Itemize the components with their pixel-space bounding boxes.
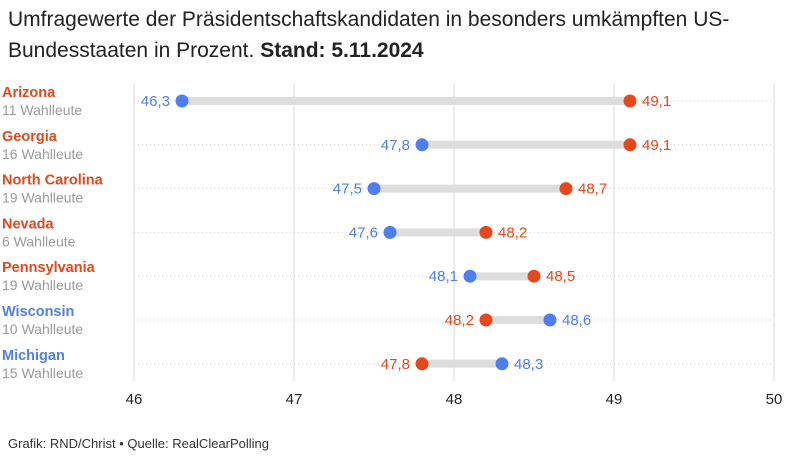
dot-orange — [415, 357, 429, 371]
state-name: North Carolina — [2, 173, 104, 189]
dot-blue — [415, 138, 429, 152]
title-text: Umfragewerte der Präsidentschaftskandida… — [8, 8, 730, 62]
chart-title: Umfragewerte der Präsidentschaftskandida… — [8, 4, 793, 66]
state-name: Pennsylvania — [2, 260, 96, 276]
state-electors: 11 Wahlleute — [2, 102, 82, 118]
dot-orange — [559, 182, 573, 196]
value-label-blue: 46,3 — [141, 93, 170, 110]
value-label-orange: 49,1 — [642, 93, 671, 110]
dot-orange — [527, 269, 541, 283]
footer-credits: Grafik: RND/Christ • Quelle: RealClearPo… — [8, 436, 270, 451]
dot-orange — [623, 138, 637, 152]
value-label-orange: 48,5 — [546, 268, 575, 285]
value-label-blue: 48,6 — [562, 312, 591, 329]
title-stand: Stand: 5.11.2024 — [260, 39, 424, 62]
state-name: Georgia — [2, 129, 58, 145]
value-label-orange: 48,2 — [498, 224, 527, 241]
x-tick-label: 50 — [766, 391, 783, 408]
state-name: Arizona — [2, 85, 56, 101]
dot-blue — [383, 225, 397, 239]
value-label-blue: 47,5 — [333, 181, 362, 198]
state-electors: 6 Wahlleute — [2, 233, 76, 249]
dot-orange — [623, 94, 637, 108]
state-electors: 10 Wahlleute — [2, 321, 83, 337]
value-label-orange: 49,1 — [642, 137, 671, 154]
dot-orange — [479, 225, 493, 239]
x-tick-label: 49 — [606, 391, 623, 408]
dot-blue — [543, 313, 557, 327]
state-name: Nevada — [2, 216, 55, 232]
state-electors: 16 Wahlleute — [2, 146, 83, 162]
dot-blue — [175, 94, 189, 108]
value-label-blue: 47,8 — [381, 137, 410, 154]
value-label-blue: 47,6 — [349, 224, 378, 241]
value-label-orange: 48,7 — [578, 181, 607, 198]
state-electors: 15 Wahlleute — [2, 365, 83, 381]
x-tick-label: 47 — [286, 391, 303, 408]
state-name: Michigan — [2, 348, 65, 364]
state-electors: 19 Wahlleute — [2, 190, 83, 206]
x-tick-label: 48 — [446, 391, 463, 408]
value-label-blue: 48,3 — [514, 356, 543, 373]
dot-orange — [479, 313, 493, 327]
state-name: Wisconsin — [2, 304, 74, 320]
state-electors: 19 Wahlleute — [2, 277, 83, 293]
dot-blue — [367, 182, 381, 196]
x-tick-label: 46 — [126, 391, 143, 408]
value-label-blue: 48,1 — [429, 268, 458, 285]
value-label-orange: 47,8 — [381, 356, 410, 373]
dot-blue — [495, 357, 509, 371]
value-label-orange: 48,2 — [445, 312, 474, 329]
dot-blue — [463, 269, 477, 283]
